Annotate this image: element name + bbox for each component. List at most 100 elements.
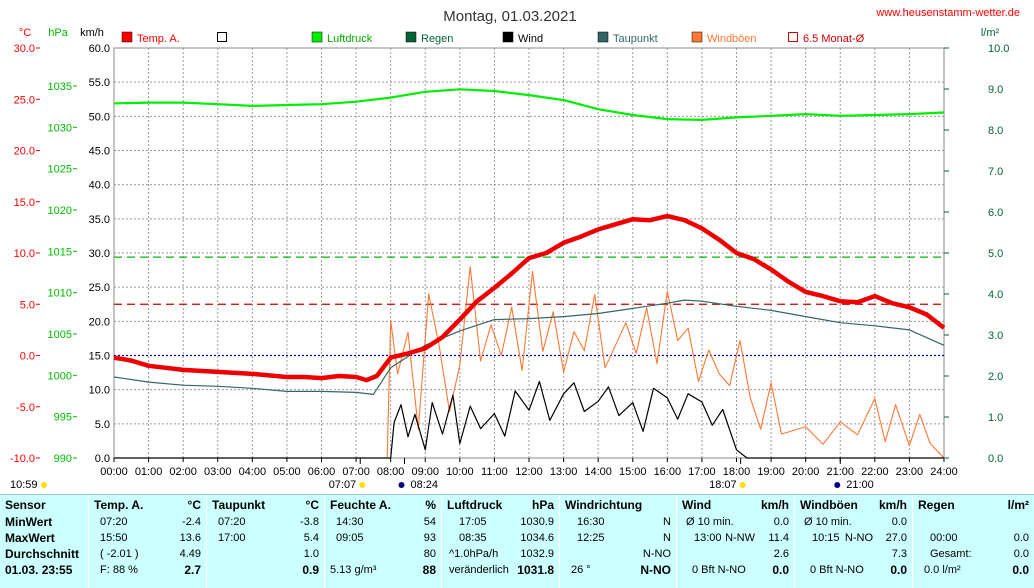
rain-tick-label: 9.0 [988,84,1003,96]
windboeen-bft: 0 Bft N-NO [810,564,864,576]
taupunkt-min: -3.8 [300,516,319,528]
wind-avg: 2.6 [773,548,789,560]
max-label: MaxWert [5,531,55,545]
temp-max: 13.6 [179,532,201,544]
wind-tick-label: 25.0 [89,282,110,294]
time-tick-label: 07:00 [342,466,370,478]
wind-max: 11.4 [768,532,789,544]
moonrise-label: 08:24 [411,479,439,491]
plot-grid [113,47,945,462]
min-label: MinWert [5,515,53,529]
legend-swatch-outline [788,32,798,42]
col-feuchte: Feuchte A.% 14:30 54 09:05 93 80 5.13 g/m³… [324,495,441,588]
col-luftdruck: Luftdruck hPa 17:05 1030.9 08:35 1034.6 ^1.… [441,495,559,588]
legend-swatch [311,31,323,43]
taupunkt-unit: °C [305,498,319,512]
wind-tick-label: 10.0 [89,385,110,397]
rain-tick-label: 6.0 [988,207,1003,219]
rain-tick-label: 0.0 [988,453,1003,465]
windrichtung-current: N-NO [640,563,671,577]
feuchte-unit: % [425,498,436,512]
rain-tick-label: 1.0 [988,412,1003,424]
temp-tick-label: 5.0 [20,299,35,311]
pressure-tick-label: 1025 [48,164,72,176]
sunrise-label: 07:07 [329,479,357,491]
windrichtung-min: N [663,516,671,528]
windboeen-avg10-label: Ø 10 min. [804,516,852,528]
regen-current: 0.0 [1012,563,1029,577]
wind-tick-label: 50.0 [89,111,110,123]
temp-tick-label: 25.0 [14,94,35,106]
wind-tick-label: 20.0 [89,316,110,328]
regen-header: Regen [918,498,955,512]
site-url[interactable]: www.heusenstamm-wetter.de [875,7,1020,19]
wind-unit: km/h [760,498,789,512]
temp-tick-label: -5.0 [16,402,35,414]
legend-label: Wind [518,33,543,45]
taupunkt-avg: 1.0 [303,548,319,560]
time-tick-label: 16:00 [654,466,682,478]
time-tick-label: 22:00 [861,466,889,478]
luftdruck-max: 1034.6 [520,532,554,544]
wind-unit-label: km/h [80,27,104,39]
luftdruck-unit: hPa [531,498,554,512]
rain-tick-label: 4.0 [988,289,1003,301]
regen-time: 00:00 [930,532,958,544]
wind-tick-label: 30.0 [89,248,110,260]
luftdruck-min-time: 17:05 [459,516,487,528]
time-tick-label: 08:00 [377,466,405,478]
legend-label: Taupunkt [613,33,658,45]
temp-avg: 4.49 [179,548,201,560]
time-tick-label: 23:00 [896,466,924,478]
luftdruck-current: 1031.8 [517,563,554,577]
temp-tick-label: -10.0 [10,453,35,465]
pressure-tick-label: 1015 [48,246,72,258]
wind-max-time: 13:00 [694,532,722,544]
feuchte-current: 88 [422,563,436,577]
temp-unit: °C [187,498,201,512]
windrichtung-max: N [663,532,671,544]
col-windrichtung: Windrichtung 16:30 N 12:25 N N-NO 26 ° N-NO [559,495,676,588]
regen-unit: l/m² [1007,498,1029,512]
wind-tick-label: 5.0 [95,419,110,431]
legend-swatch [502,31,514,43]
time-tick-label: 15:00 [619,466,647,478]
series-line [113,299,945,395]
feuchte-max: 93 [423,532,436,544]
feuchte-avg: 80 [423,548,436,560]
weather-chart: Montag, 01.03.2021 www.heusenstamm-wette… [10,7,1020,491]
taupunkt-max: 5.4 [303,532,319,544]
legend-swatch-empty [217,32,227,42]
pressure-tick-label: 1010 [48,288,72,300]
wind-header: Wind [682,498,712,512]
legend-label: Temp. A. [137,33,180,45]
luftdruck-forecast: veränderlich [449,564,509,576]
rain-tick-label: 7.0 [988,166,1003,178]
time-tick-label: 21:00 [826,466,854,478]
wind-tick-label: 0.0 [95,453,110,465]
temp-header: Temp. A. [94,498,144,512]
current-label: 01.03. 23:55 [5,563,73,577]
windrichtung-degrees: 26 ° [571,564,591,576]
sunset-dot [739,482,746,488]
rain-unit-label: l/m² [981,27,1000,39]
time-tick-label: 04:00 [239,466,267,478]
windboeen-current: 0.0 [890,563,907,577]
legend-swatch [597,31,609,43]
sensor-header: Sensor [5,498,46,512]
time-tick-label: 06:00 [308,466,336,478]
windboeen-max-time: 10:15 [812,532,840,544]
windboeen-avg10: 0.0 [891,516,907,528]
series-line [113,88,945,122]
temp-min-time: 07:20 [100,516,128,528]
feuchte-header: Feuchte A. [330,498,391,512]
wind-current: 0.0 [772,563,789,577]
pressure-tick-label: 1035 [48,81,72,93]
series-line [113,213,946,383]
temp-tick-label: 20.0 [14,146,35,158]
rain-tick-label: 3.0 [988,330,1003,342]
series-line [114,266,945,459]
col-regen: Regen l/m² 00:00 0.0 Gesamt: 0.0 0.0 l/m² 0.… [912,495,1034,588]
temp-current: 2.7 [184,563,201,577]
col-sensor: Sensor MinWert MaxWert Durchschnitt 01.0… [0,495,88,588]
